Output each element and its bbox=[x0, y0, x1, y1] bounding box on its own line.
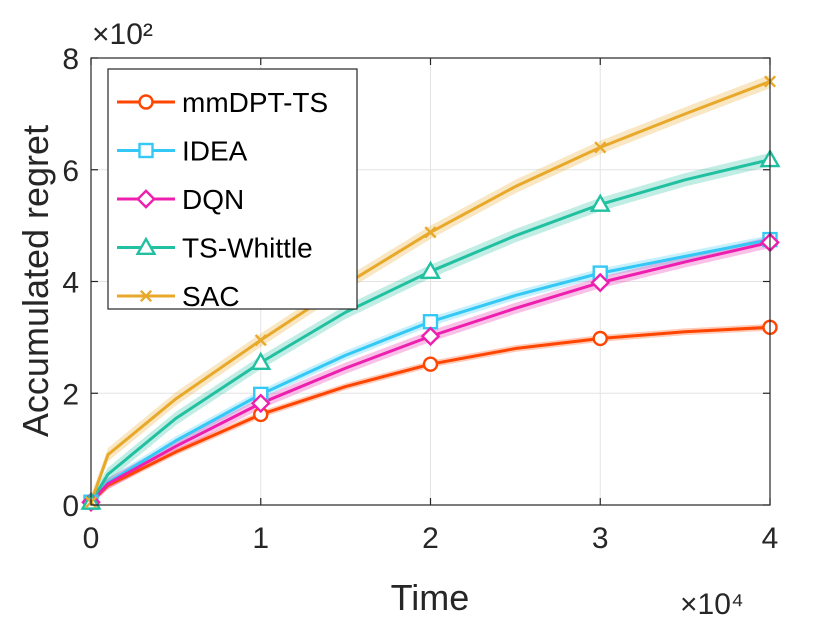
x-axis-title: Time bbox=[391, 577, 470, 618]
legend: mmDPT-TS IDEA DQN TS-Whittle SAC bbox=[107, 68, 358, 312]
x-tick-label: 0 bbox=[83, 522, 100, 555]
legend-marker-ts-whittle bbox=[135, 236, 157, 256]
point-ts-whittle bbox=[250, 351, 272, 371]
legend-marker-idea bbox=[138, 142, 154, 159]
legend-marker-dqn bbox=[136, 189, 156, 209]
series-markers bbox=[80, 75, 781, 513]
x-tick-label: 3 bbox=[592, 522, 609, 555]
legend-item-ts-whittle: TS-Whittle bbox=[117, 233, 313, 264]
point-sac bbox=[254, 334, 267, 347]
point-sac bbox=[594, 141, 607, 154]
point-dqn bbox=[590, 272, 611, 293]
y-exponent-label: ×10² bbox=[92, 18, 153, 51]
point-idea bbox=[422, 314, 439, 330]
axis-ticks: 0 1 2 3 4 0 2 4 6 8 bbox=[62, 43, 778, 555]
legend-box bbox=[107, 68, 358, 310]
line-sac bbox=[89, 80, 771, 503]
legend-label-mmdpt-ts: mmDPT-TS bbox=[182, 87, 328, 118]
point-dqn bbox=[420, 326, 441, 347]
line-ts-whittle bbox=[89, 158, 771, 503]
line-dqn bbox=[89, 240, 771, 504]
x-tick-label: 4 bbox=[762, 522, 779, 555]
legend-item-idea: IDEA bbox=[117, 136, 248, 167]
legend-item-dqn: DQN bbox=[117, 184, 244, 215]
point-mmdpt-ts bbox=[592, 330, 608, 347]
x-exponent-label: ×10⁴ bbox=[680, 588, 744, 621]
legend-label-dqn: DQN bbox=[182, 184, 244, 215]
point-ts-whittle bbox=[589, 193, 611, 212]
y-axis-title: Accumulated regret bbox=[15, 125, 56, 437]
point-ts-whittle bbox=[419, 260, 442, 279]
legend-item-sac: SAC bbox=[117, 281, 240, 312]
y-tick-label: 2 bbox=[62, 378, 79, 411]
x-tick-label: 2 bbox=[422, 522, 439, 555]
y-tick-label: 8 bbox=[62, 43, 79, 76]
y-tick-label: 6 bbox=[62, 155, 79, 188]
legend-label-sac: SAC bbox=[182, 281, 240, 312]
confidence-bands bbox=[91, 74, 770, 506]
series-lines bbox=[89, 80, 771, 504]
legend-label-ts-whittle: TS-Whittle bbox=[182, 233, 313, 264]
line-idea bbox=[89, 238, 771, 504]
band-dqn bbox=[91, 236, 770, 506]
point-sac bbox=[424, 226, 437, 239]
x-tick-label: 1 bbox=[252, 522, 269, 555]
legend-label-idea: IDEA bbox=[182, 136, 248, 167]
line-mmdpt-ts bbox=[89, 325, 771, 504]
point-dqn bbox=[250, 393, 271, 414]
point-mmdpt-ts bbox=[422, 356, 439, 372]
legend-item-mmdpt-ts: mmDPT-TS bbox=[117, 87, 328, 118]
y-tick-label: 4 bbox=[62, 267, 79, 300]
legend-marker-mmdpt-ts bbox=[138, 94, 154, 110]
legend-marker-sac bbox=[139, 289, 153, 303]
y-tick-label: 0 bbox=[62, 490, 79, 523]
